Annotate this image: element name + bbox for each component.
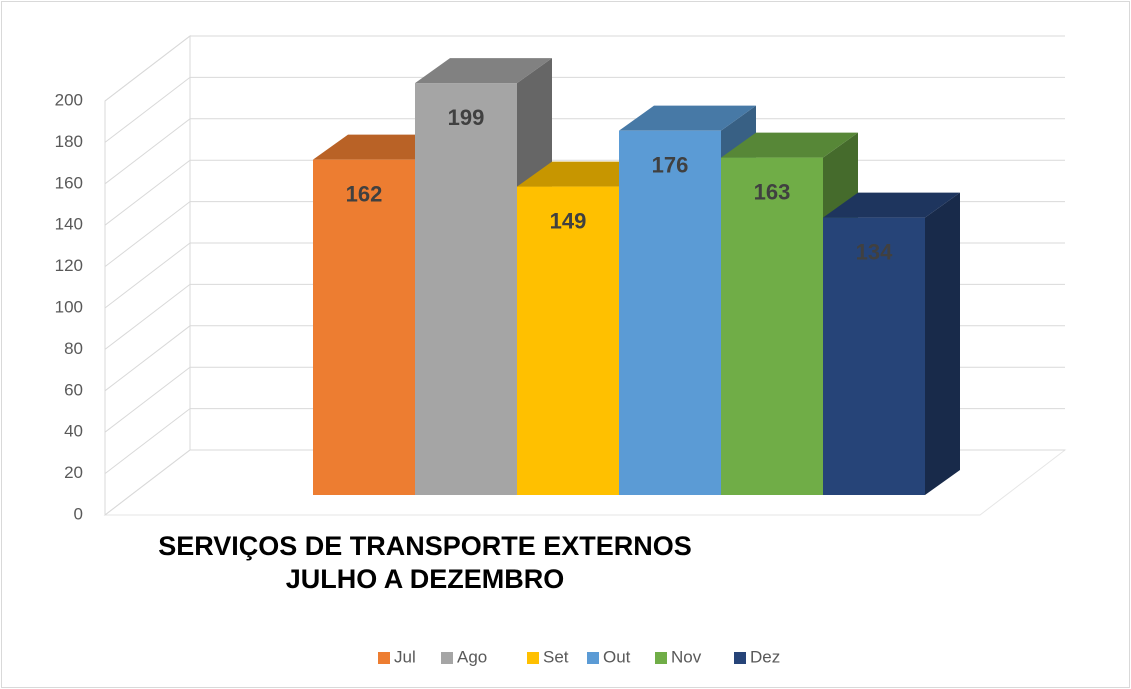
grid-line xyxy=(104,118,1065,185)
data-label: 134 xyxy=(856,239,893,264)
grid-line xyxy=(104,35,1065,102)
legend-swatch xyxy=(441,652,453,664)
y-tick-label: 80 xyxy=(64,339,83,358)
data-label: 199 xyxy=(448,105,485,130)
y-tick-label: 100 xyxy=(55,297,83,316)
legend-label: Nov xyxy=(671,647,702,666)
bar-top xyxy=(721,132,858,158)
bar-side xyxy=(925,192,960,495)
bar-top xyxy=(415,58,552,84)
y-tick-label: 120 xyxy=(55,256,83,275)
grid-line xyxy=(104,76,1065,143)
data-label: 162 xyxy=(346,181,383,206)
legend-swatch xyxy=(655,652,667,664)
chart-title: SERVIÇOS DE TRANSPORTE EXTERNOS xyxy=(158,531,692,561)
y-tick-label: 200 xyxy=(55,90,83,109)
bar xyxy=(415,83,517,495)
y-tick-label: 160 xyxy=(55,173,83,192)
legend-swatch xyxy=(587,652,599,664)
legend-swatch xyxy=(734,652,746,664)
legend-label: Ago xyxy=(457,647,487,666)
data-label: 163 xyxy=(754,179,791,204)
chart-title: JULHO A DEZEMBRO xyxy=(286,564,565,594)
bar xyxy=(823,217,925,495)
y-tick-label: 0 xyxy=(74,504,83,523)
y-tick-label: 60 xyxy=(64,380,83,399)
legend-swatch xyxy=(378,652,390,664)
legend-label: Set xyxy=(543,647,569,666)
data-label: 176 xyxy=(652,152,689,177)
y-tick-label: 20 xyxy=(64,463,83,482)
bar xyxy=(721,157,823,495)
legend-label: Dez xyxy=(750,647,780,666)
legend-swatch xyxy=(527,652,539,664)
bar-top xyxy=(823,192,960,218)
legend-label: Out xyxy=(603,647,631,666)
bar xyxy=(517,186,619,495)
data-label: 149 xyxy=(550,208,587,233)
bar xyxy=(619,130,721,495)
bar xyxy=(313,159,415,495)
y-tick-label: 180 xyxy=(55,132,83,151)
bar-top xyxy=(619,105,756,131)
legend-label: Jul xyxy=(394,647,416,666)
y-tick-label: 40 xyxy=(64,422,83,441)
y-tick-label: 140 xyxy=(55,215,83,234)
